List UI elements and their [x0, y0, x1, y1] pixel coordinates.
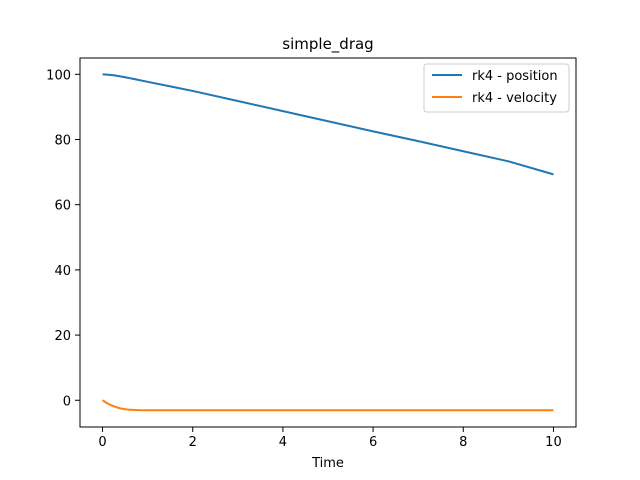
plot-frame [79, 57, 577, 428]
y-tick-label: 60 [54, 199, 71, 214]
y-tick-label: 40 [54, 264, 71, 279]
x-tick-label: 6 [369, 435, 377, 450]
chart-title: simple_drag [282, 35, 373, 54]
x-tick-label: 8 [459, 435, 467, 450]
x-tick-label: 10 [545, 435, 562, 450]
series-layer [102, 73, 554, 412]
x-tick-label: 2 [189, 435, 197, 450]
legend-label-velocity: rk4 - velocity [472, 91, 557, 106]
y-tick-label: 80 [54, 133, 71, 148]
series-line-position [102, 73, 554, 176]
x-axis-label: Time [311, 456, 344, 471]
y-tick-label: 100 [46, 68, 71, 83]
y-tick-label: 0 [63, 394, 71, 409]
legend-label-position: rk4 - position [472, 69, 558, 84]
series-line-velocity [102, 399, 554, 412]
legend: rk4 - position rk4 - velocity [423, 63, 570, 113]
y-tick-label: 20 [54, 329, 71, 344]
x-tick-label: 4 [279, 435, 287, 450]
x-tick-label: 0 [98, 435, 106, 450]
